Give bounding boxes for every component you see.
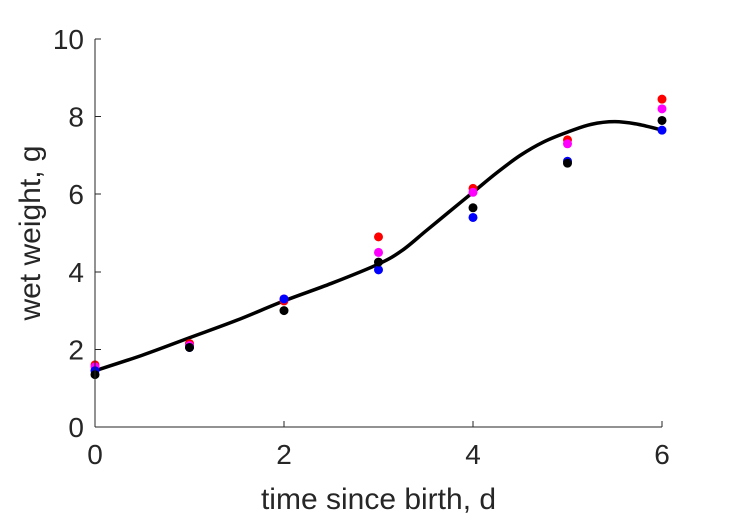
data-point	[563, 139, 572, 149]
fit-curve	[93, 119, 664, 373]
data-point	[468, 187, 478, 197]
data-point	[279, 294, 289, 304]
x-tick-label: 0	[87, 439, 103, 470]
y-tick-label: 4	[68, 257, 84, 288]
data-point	[657, 104, 667, 114]
data-point	[374, 265, 383, 275]
x-tick-label: 4	[465, 439, 481, 470]
data-point	[468, 212, 478, 222]
y-axis-label: wet weight, g	[14, 145, 47, 321]
data-point	[374, 247, 383, 257]
x-tick-label: 6	[654, 439, 670, 470]
y-tick-label: 8	[68, 102, 84, 133]
data-points-layer	[90, 94, 667, 380]
axes: 0 2 4 6 0 2 4 6 8 10	[53, 24, 670, 470]
y-tick-label: 10	[53, 24, 84, 55]
y-tick-label: 0	[68, 412, 84, 443]
y-tick-label: 6	[68, 179, 84, 210]
x-axis-label: time since birth, d	[261, 483, 496, 516]
data-point	[374, 232, 383, 242]
data-point	[563, 158, 572, 168]
data-point	[657, 125, 667, 135]
data-point	[468, 203, 478, 213]
fit-line-layer	[93, 119, 664, 373]
data-point	[279, 306, 289, 316]
data-point	[657, 94, 667, 104]
x-tick-label: 2	[276, 439, 292, 470]
data-point	[374, 257, 383, 267]
data-point	[185, 342, 194, 352]
data-point	[657, 115, 667, 125]
y-tick-label: 2	[68, 334, 84, 365]
